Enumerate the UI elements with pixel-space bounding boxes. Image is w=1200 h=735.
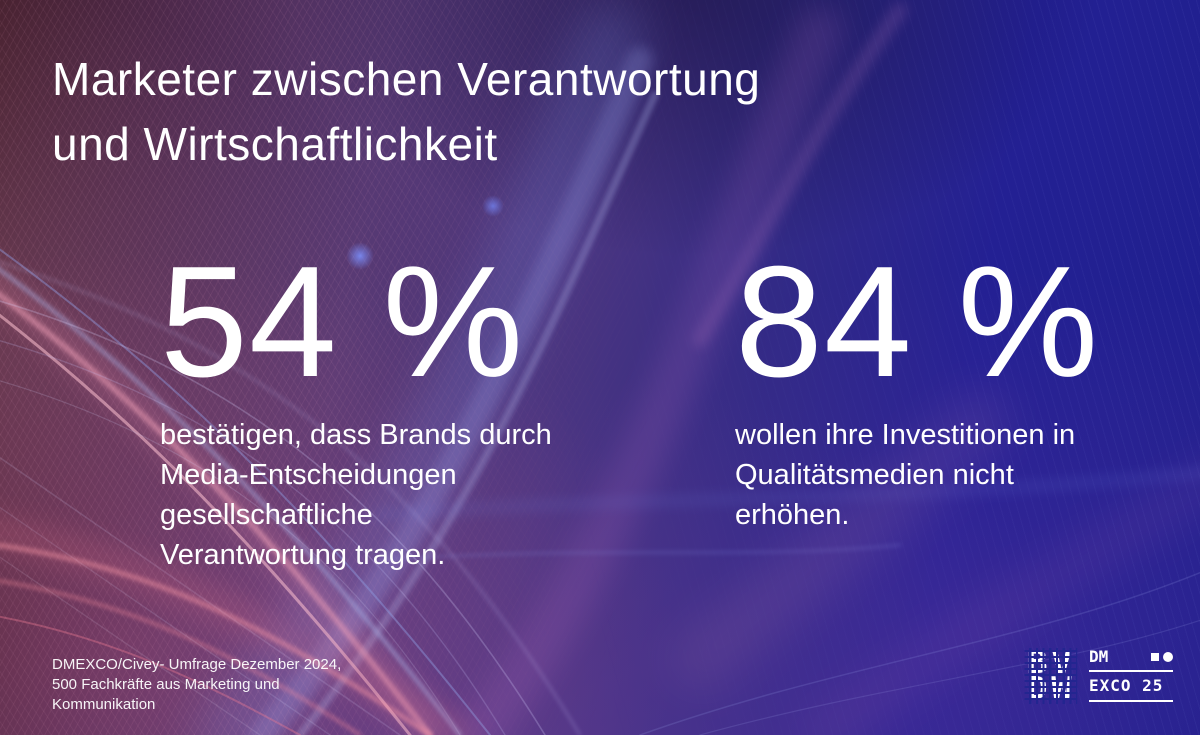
bvdw-logo-row: BV bbox=[1026, 645, 1075, 681]
stat-value-54: 54 % bbox=[160, 234, 525, 410]
source-note: DMEXCO/Civey- Umfrage Dezember 2024, 500… bbox=[52, 655, 341, 715]
stat-description-line: wollen ihre Investitionen in bbox=[735, 419, 1076, 451]
title-line-2: und Wirtschaftlichkeit bbox=[52, 118, 498, 170]
stat-block-right: 84 % wollen ihre Investitionen in Qualit… bbox=[735, 243, 1185, 535]
source-line: DMEXCO/Civey- Umfrage Dezember 2024, bbox=[52, 656, 342, 673]
bvdw-logo: BV DW bbox=[1024, 645, 1078, 707]
stat-description-line: Verantwortung tragen. bbox=[160, 539, 446, 571]
stat-description-line: bestätigen, dass Brands durch bbox=[160, 419, 552, 451]
dmexco-logo-top-row: DM bbox=[1089, 647, 1173, 672]
page-title: Marketer zwischen Verantwortung und Wirt… bbox=[52, 47, 760, 177]
stat-description-line: Media-Entscheidungen bbox=[160, 459, 457, 491]
source-line: 500 Fachkräfte aus Marketing und bbox=[52, 676, 280, 693]
dmexco-logo: DM EXCO 25 bbox=[1089, 647, 1173, 702]
logo-group: BV DW DM EXCO 25 bbox=[1024, 647, 1173, 705]
square-icon bbox=[1151, 652, 1159, 661]
dmexco-logo-bottom-row: EXCO 25 bbox=[1089, 672, 1173, 702]
stat-description-line: Qualitätsmedien nicht bbox=[735, 459, 1014, 491]
stat-description-line: gesellschaftliche bbox=[160, 499, 373, 531]
stat-description-right: wollen ihre Investitionen in Qualitätsme… bbox=[735, 415, 1185, 535]
stat-value-84: 84 % bbox=[735, 234, 1100, 410]
stat-block-left: 54 % bestätigen, dass Brands durch Media… bbox=[160, 243, 650, 575]
dmexco-logo-dm: DM bbox=[1089, 647, 1109, 666]
dmexco-logo-shapes bbox=[1151, 651, 1173, 662]
title-line-1: Marketer zwischen Verantwortung bbox=[52, 53, 761, 105]
source-line: Kommunikation bbox=[52, 696, 156, 713]
bvdw-logo-row: DW bbox=[1026, 671, 1075, 707]
stat-description-left: bestätigen, dass Brands durch Media-Ents… bbox=[160, 415, 650, 575]
stat-description-line: erhöhen. bbox=[735, 499, 850, 531]
circle-icon bbox=[1163, 651, 1173, 662]
